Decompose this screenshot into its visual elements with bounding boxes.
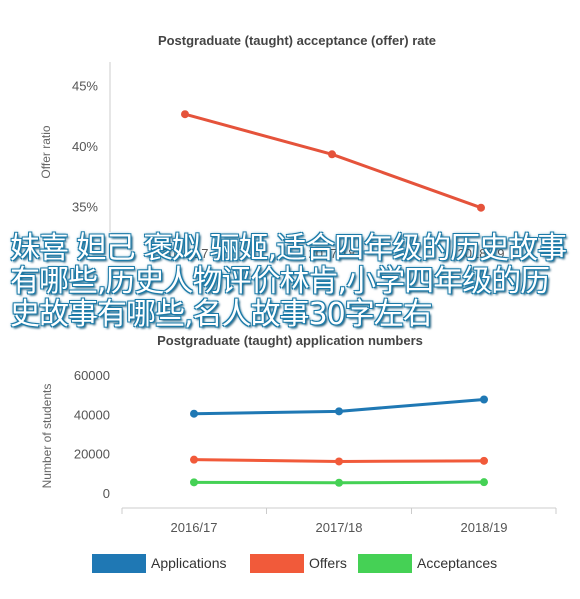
chart1-data-point[interactable] <box>181 110 189 119</box>
legend-swatch <box>250 554 304 573</box>
chart1-y-axis-title: Offer ratio <box>39 125 53 178</box>
chart1-data-point[interactable] <box>328 150 336 159</box>
legend-swatch <box>92 554 146 573</box>
chart2-x-tick-label: 2016/17 <box>171 520 218 535</box>
chart1-y-tick-label: 40% <box>72 139 98 154</box>
chart2-legend[interactable]: Applications Offers Acceptances <box>92 554 497 573</box>
chart2-series <box>190 395 488 487</box>
legend-label: Applications <box>151 555 227 571</box>
chart2-x-tick-label: 2017/18 <box>316 520 363 535</box>
chart2-data-point[interactable] <box>480 456 488 465</box>
chart2-data-point[interactable] <box>190 455 198 464</box>
legend-swatch <box>358 554 412 573</box>
chart1-x-tick-label: 2017/18 <box>309 246 356 261</box>
chart2-y-axis-title: Number of students <box>40 384 54 489</box>
chart1-series-line <box>184 112 482 210</box>
chart2-y-ticks: 0 20000 40000 60000 <box>74 368 110 501</box>
chart2-title: Postgraduate (taught) application number… <box>157 333 423 348</box>
legend-item-acceptances[interactable]: Acceptances <box>358 554 497 573</box>
legend-label: Acceptances <box>417 555 497 571</box>
chart2-data-point[interactable] <box>335 478 343 487</box>
offer-rate-chart: Postgraduate (taught) acceptance (offer)… <box>39 33 505 261</box>
chart1-x-tick-label: 2016/17 <box>162 246 209 261</box>
chart1-y-tick-label: 35% <box>72 200 98 215</box>
chart1-series <box>181 110 485 212</box>
chart2-x-ticks: 2016/17 2017/18 2018/19 <box>121 508 557 535</box>
chart2-data-point[interactable] <box>190 478 198 487</box>
application-numbers-chart: Postgraduate (taught) application number… <box>40 333 557 573</box>
chart1-x-ticks: 2016/17 2017/18 2018/19 <box>162 246 505 261</box>
chart2-y-tick-label: 60000 <box>74 368 110 383</box>
chart1-y-ticks: 35% 40% 45% <box>72 78 98 214</box>
chart2-y-tick-label: 40000 <box>74 407 110 422</box>
chart2-y-tick-label: 20000 <box>74 447 110 462</box>
overlay-caption: 妹喜 妲己 褒姒 骊姬,适合四年级的历史故事有哪些,历史人物评价林肯,小学四年级… <box>10 231 567 332</box>
legend-item-applications[interactable]: Applications <box>92 554 227 573</box>
chart2-x-tick-label: 2018/19 <box>461 520 508 535</box>
chart2-data-point[interactable] <box>190 409 198 418</box>
chart1-data-point[interactable] <box>477 203 485 212</box>
chart1-title: Postgraduate (taught) acceptance (offer)… <box>158 33 436 48</box>
chart2-y-tick-label: 0 <box>103 486 110 501</box>
chart2-data-point[interactable] <box>335 407 343 416</box>
chart1-y-tick-label: 45% <box>72 78 98 93</box>
chart2-data-point[interactable] <box>335 457 343 466</box>
legend-label: Offers <box>309 555 347 571</box>
chart1-x-tick-label: 2018/19 <box>458 246 505 261</box>
chart2-data-point[interactable] <box>480 478 488 487</box>
chart2-data-point[interactable] <box>480 395 488 404</box>
legend-item-offers[interactable]: Offers <box>250 554 347 573</box>
